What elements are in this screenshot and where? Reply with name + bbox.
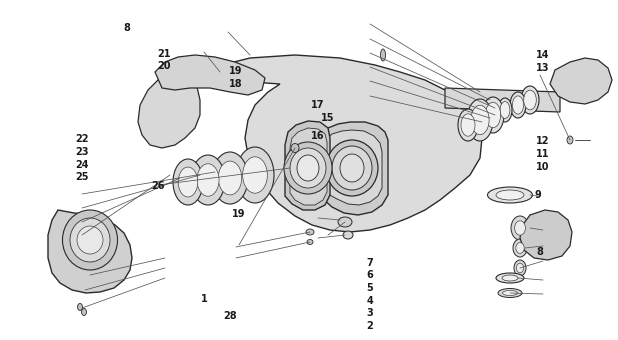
Text: 18: 18 xyxy=(229,79,243,89)
Text: 14: 14 xyxy=(536,50,549,61)
Ellipse shape xyxy=(567,136,573,144)
Ellipse shape xyxy=(77,226,103,254)
Ellipse shape xyxy=(458,109,478,141)
Ellipse shape xyxy=(523,90,536,110)
Polygon shape xyxy=(520,210,572,260)
Ellipse shape xyxy=(502,275,518,281)
Ellipse shape xyxy=(498,289,522,298)
Ellipse shape xyxy=(513,239,527,257)
Text: 23: 23 xyxy=(75,147,89,157)
Text: 25: 25 xyxy=(75,172,89,183)
Ellipse shape xyxy=(173,159,203,205)
Ellipse shape xyxy=(291,143,299,153)
Polygon shape xyxy=(290,128,327,205)
Text: 28: 28 xyxy=(224,311,237,321)
Polygon shape xyxy=(318,122,388,215)
Text: 16: 16 xyxy=(311,131,324,141)
Ellipse shape xyxy=(191,155,225,205)
Ellipse shape xyxy=(326,140,378,196)
Ellipse shape xyxy=(471,105,489,135)
Ellipse shape xyxy=(514,260,526,276)
Ellipse shape xyxy=(243,157,268,193)
Polygon shape xyxy=(195,55,482,232)
Ellipse shape xyxy=(510,92,526,118)
Ellipse shape xyxy=(343,231,353,239)
Text: 12: 12 xyxy=(536,136,549,146)
Ellipse shape xyxy=(307,239,313,244)
Ellipse shape xyxy=(515,221,525,235)
Text: 26: 26 xyxy=(151,181,164,191)
Ellipse shape xyxy=(62,210,117,270)
Ellipse shape xyxy=(381,49,386,61)
Ellipse shape xyxy=(482,97,504,133)
Ellipse shape xyxy=(178,167,198,197)
Ellipse shape xyxy=(77,304,82,310)
Ellipse shape xyxy=(82,308,87,316)
Polygon shape xyxy=(285,121,330,210)
Ellipse shape xyxy=(521,86,539,114)
Ellipse shape xyxy=(236,147,274,203)
Ellipse shape xyxy=(297,155,319,181)
Text: 24: 24 xyxy=(75,160,89,170)
Polygon shape xyxy=(550,58,612,104)
Ellipse shape xyxy=(498,98,512,122)
Text: 6: 6 xyxy=(366,270,373,280)
Ellipse shape xyxy=(467,99,493,141)
Text: 10: 10 xyxy=(536,162,549,172)
Ellipse shape xyxy=(284,142,332,194)
Polygon shape xyxy=(48,210,132,293)
Ellipse shape xyxy=(502,290,517,295)
Polygon shape xyxy=(155,55,265,95)
Ellipse shape xyxy=(70,218,110,262)
Ellipse shape xyxy=(511,216,529,240)
Ellipse shape xyxy=(500,102,510,118)
Text: 19: 19 xyxy=(229,66,243,76)
Text: 19: 19 xyxy=(232,208,246,219)
Ellipse shape xyxy=(512,96,523,114)
Polygon shape xyxy=(323,130,382,205)
Ellipse shape xyxy=(485,102,501,128)
Text: 5: 5 xyxy=(366,283,373,293)
Text: 4: 4 xyxy=(366,296,373,306)
Ellipse shape xyxy=(218,161,242,195)
Text: 13: 13 xyxy=(536,63,549,73)
Ellipse shape xyxy=(461,114,475,136)
Ellipse shape xyxy=(338,217,352,227)
Ellipse shape xyxy=(340,154,364,182)
Text: 8: 8 xyxy=(123,23,130,33)
Text: 17: 17 xyxy=(311,100,324,110)
Ellipse shape xyxy=(496,190,524,200)
Ellipse shape xyxy=(496,273,524,283)
Text: 8: 8 xyxy=(536,246,543,257)
Ellipse shape xyxy=(197,164,219,196)
Text: 11: 11 xyxy=(536,149,549,159)
Text: 22: 22 xyxy=(75,134,89,144)
Polygon shape xyxy=(445,88,560,112)
Ellipse shape xyxy=(306,229,314,235)
Text: 2: 2 xyxy=(366,321,373,332)
Ellipse shape xyxy=(212,152,248,204)
Ellipse shape xyxy=(332,146,372,190)
Text: 21: 21 xyxy=(157,49,171,59)
Polygon shape xyxy=(138,72,200,148)
Ellipse shape xyxy=(517,263,523,273)
Ellipse shape xyxy=(488,187,533,203)
Text: 1: 1 xyxy=(201,294,207,304)
Text: 3: 3 xyxy=(366,308,373,319)
Text: 20: 20 xyxy=(157,61,171,71)
Ellipse shape xyxy=(290,148,326,188)
Text: 9: 9 xyxy=(535,190,541,201)
Text: 7: 7 xyxy=(366,258,373,268)
Ellipse shape xyxy=(516,243,524,253)
Text: 15: 15 xyxy=(321,113,334,123)
